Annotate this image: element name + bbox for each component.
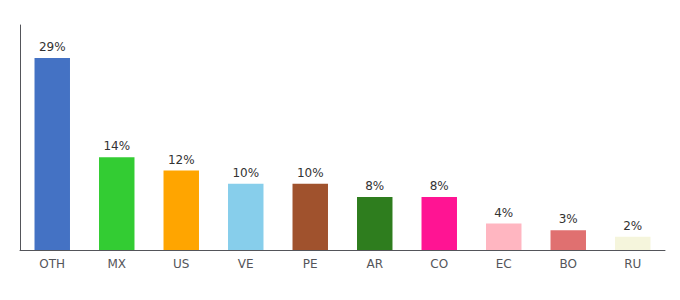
svg-text:CO: CO (430, 257, 448, 271)
svg-text:US: US (173, 257, 189, 271)
svg-text:RU: RU (624, 257, 641, 271)
svg-text:29%: 29% (39, 40, 66, 54)
svg-text:EC: EC (496, 257, 512, 271)
svg-text:10%: 10% (232, 166, 259, 180)
svg-text:OTH: OTH (39, 257, 65, 271)
svg-text:14%: 14% (103, 139, 130, 153)
svg-text:3%: 3% (559, 212, 578, 226)
svg-text:10%: 10% (297, 166, 324, 180)
svg-text:8%: 8% (365, 179, 384, 193)
svg-text:PE: PE (303, 257, 318, 271)
svg-text:VE: VE (238, 257, 254, 271)
svg-text:12%: 12% (168, 153, 195, 167)
svg-text:2%: 2% (623, 219, 642, 233)
svg-text:8%: 8% (430, 179, 449, 193)
svg-text:MX: MX (107, 257, 126, 271)
svg-text:AR: AR (366, 257, 383, 271)
svg-text:4%: 4% (494, 206, 513, 220)
svg-text:BO: BO (560, 257, 577, 271)
